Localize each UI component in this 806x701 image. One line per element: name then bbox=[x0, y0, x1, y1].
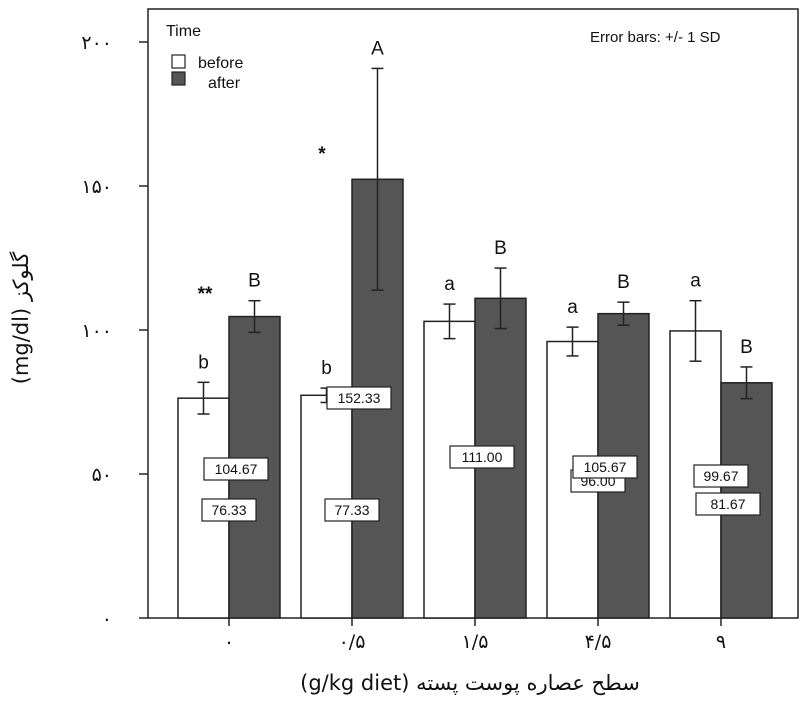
value-label: 76.33 bbox=[211, 502, 246, 518]
x-tick-label: ۰/۵ bbox=[339, 631, 366, 653]
legend-label-after: after bbox=[208, 75, 241, 92]
significance-letter: B bbox=[617, 272, 630, 293]
y-tick-label: ۲۰۰ bbox=[81, 32, 112, 54]
significance-letter: a bbox=[444, 274, 455, 295]
significance-letter: b bbox=[321, 358, 332, 379]
x-axis-title: سطح عصاره پوست پسته (g/kg diet) bbox=[300, 671, 640, 695]
value-label-box bbox=[326, 386, 392, 410]
legend-label-before: before bbox=[198, 55, 243, 72]
x-tick-label: ۰ bbox=[224, 631, 234, 653]
bar-before bbox=[423, 320, 476, 619]
value-label: 152.33 bbox=[338, 390, 381, 406]
x-tick-label: ۱/۵ bbox=[462, 631, 489, 653]
legend: Time before after bbox=[166, 23, 243, 92]
y-tick-label: ۱۵۰ bbox=[81, 176, 112, 198]
significance-letter: B bbox=[248, 271, 261, 292]
value-label-box bbox=[572, 455, 638, 479]
error-bars bbox=[197, 67, 753, 415]
value-label-box bbox=[693, 464, 749, 488]
x-tick-label: ۹ bbox=[716, 631, 726, 653]
significance-letter: a bbox=[567, 297, 578, 318]
y-axis-title: گلوکز (mg/dl) bbox=[9, 252, 33, 385]
y-tick-label: ۰ bbox=[102, 608, 112, 630]
y-tick-label: ۱۰۰ bbox=[81, 320, 112, 342]
x-tick-label: ۴/۵ bbox=[585, 631, 612, 653]
error-bar-note: Error bars: +/- 1 SD bbox=[590, 29, 721, 46]
value-label-box bbox=[324, 498, 380, 522]
significance-star: ** bbox=[198, 284, 213, 305]
value-label-box bbox=[695, 492, 761, 516]
x-axis: ۰ ۰/۵ ۱/۵ ۴/۵ ۹ bbox=[224, 618, 726, 653]
significance-letter: B bbox=[740, 337, 753, 358]
value-label: 99.67 bbox=[703, 468, 738, 484]
annotations: b76.33b77.33aa96.00a99.67B104.67A152.33B… bbox=[198, 38, 761, 522]
significance-letter: a bbox=[690, 271, 701, 292]
value-label: 81.67 bbox=[710, 496, 745, 512]
y-tick-label: ۵۰ bbox=[92, 464, 112, 486]
bars bbox=[177, 178, 773, 619]
legend-title: Time bbox=[166, 23, 201, 40]
value-label: 111.00 bbox=[462, 449, 503, 465]
legend-swatch-after bbox=[171, 71, 186, 86]
significance-star: * bbox=[318, 144, 326, 165]
value-label: 104.67 bbox=[215, 461, 258, 477]
significance-letter: B bbox=[494, 238, 507, 259]
value-label-box bbox=[203, 457, 269, 481]
y-axis: ۰ ۵۰ ۱۰۰ ۱۵۰ ۲۰۰ bbox=[81, 32, 148, 630]
value-label: 105.67 bbox=[584, 459, 627, 475]
legend-swatch-before bbox=[171, 54, 186, 69]
value-label: 77.33 bbox=[334, 502, 369, 518]
value-label-box bbox=[449, 445, 515, 469]
significance-letter: A bbox=[371, 38, 384, 59]
significance-letter: b bbox=[198, 352, 209, 373]
value-label-box bbox=[201, 498, 257, 522]
